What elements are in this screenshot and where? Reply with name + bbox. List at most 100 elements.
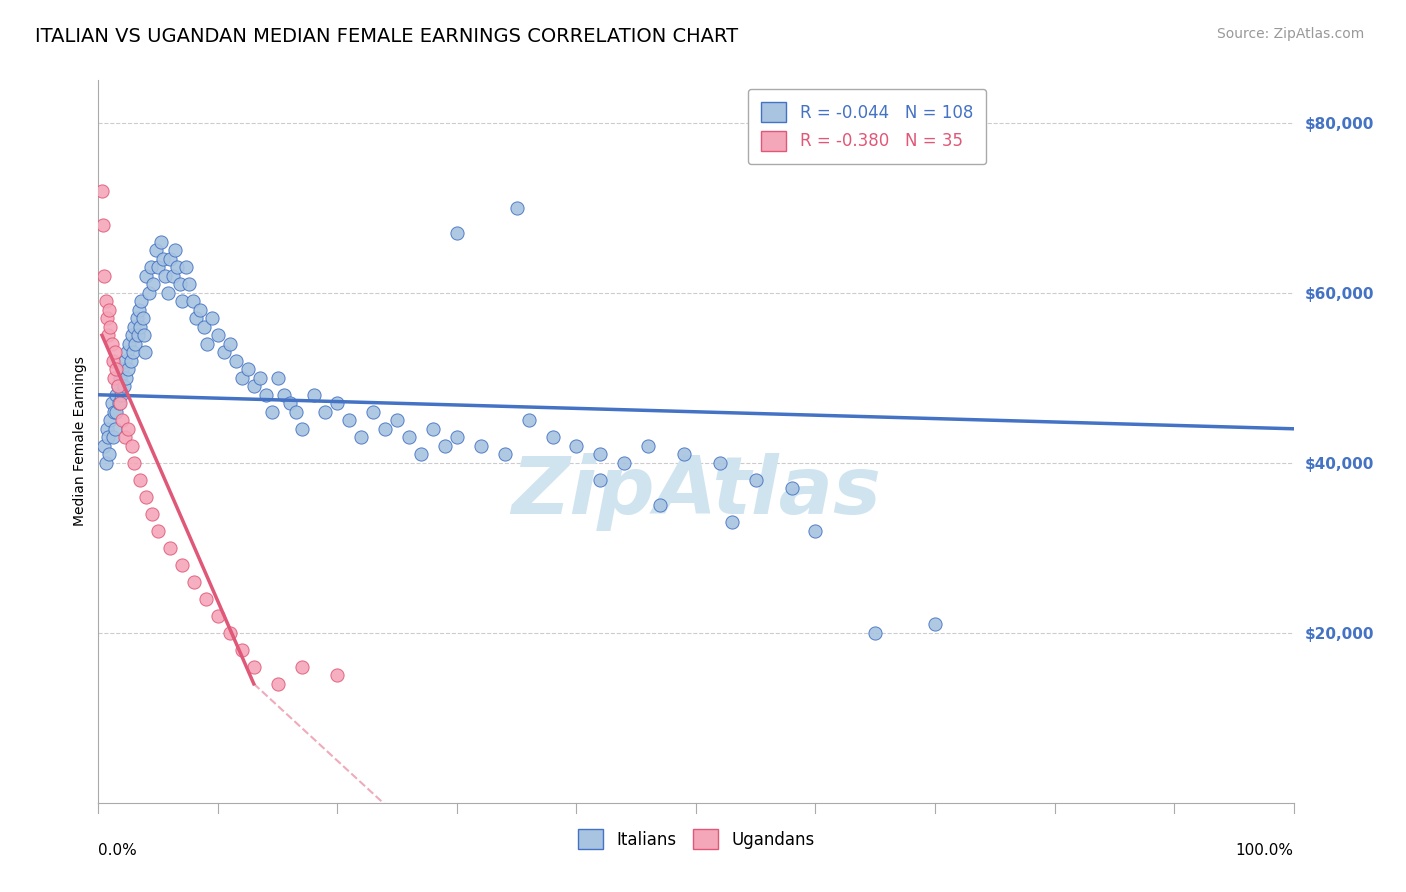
Point [155,268,177,283]
Point [108,371,131,385]
Point [101,353,124,368]
Point [181,294,204,309]
Point [105,388,128,402]
Point [156,285,179,300]
Point [111,413,134,427]
Point [243,379,266,393]
Point [98,413,122,427]
Point [96,422,118,436]
Point [172,294,194,309]
Point [98,302,121,317]
Point [219,625,242,640]
Point [174,260,197,275]
Point [139,260,162,275]
Point [446,430,468,444]
Point [273,388,295,402]
Point [339,413,361,427]
Point [127,328,149,343]
Point [129,319,152,334]
Point [125,311,148,326]
Point [195,591,218,606]
Point [114,353,136,368]
Point [93,439,115,453]
Point [709,456,731,470]
Point [131,311,153,326]
Point [172,558,194,572]
Point [804,524,827,538]
Text: ZipAtlas: ZipAtlas [510,453,882,531]
Point [91,184,114,198]
Point [637,439,659,453]
Point [166,260,188,275]
Point [260,405,283,419]
Point [207,328,229,343]
Point [745,473,768,487]
Point [225,353,247,368]
Point [107,379,129,393]
Point [118,336,141,351]
Point [494,447,516,461]
Point [115,371,138,385]
Point [91,218,114,232]
Point [363,405,385,419]
Point [506,201,529,215]
Point [152,252,174,266]
Point [103,405,125,419]
Point [94,294,117,309]
Point [98,319,122,334]
Point [517,413,540,427]
Point [302,388,325,402]
Point [110,388,132,402]
Point [104,422,127,436]
Point [117,362,139,376]
Point [326,668,349,682]
Point [159,252,181,266]
Point [135,490,157,504]
Point [162,268,184,283]
Point [673,447,696,461]
Y-axis label: Median Female Earnings: Median Female Earnings [73,357,87,526]
Point [159,541,181,555]
Point [780,481,803,495]
Point [114,430,136,444]
Point [121,328,143,343]
Point [865,625,887,640]
Point [422,422,444,436]
Point [565,439,588,453]
Point [141,507,163,521]
Point [212,345,235,359]
Point [107,396,129,410]
Point [243,660,266,674]
Point [219,336,242,351]
Point [385,413,409,427]
Point [267,677,290,691]
Point [122,345,145,359]
Point [291,660,314,674]
Point [195,336,218,351]
Point [107,379,129,393]
Point [169,277,191,292]
Point [138,285,160,300]
Point [105,362,128,376]
Point [284,405,307,419]
Point [231,371,253,385]
Point [124,319,146,334]
Point [104,345,127,359]
Point [350,430,373,444]
Point [135,268,157,283]
Point [93,268,115,283]
Point [132,328,155,343]
Point [108,396,131,410]
Point [128,302,150,317]
Point [236,362,259,376]
Point [111,362,134,376]
Point [188,302,211,317]
Point [249,371,271,385]
Point [648,498,672,512]
Point [186,311,208,326]
Point [94,456,117,470]
Point [470,439,492,453]
Text: 100.0%: 100.0% [1236,843,1294,857]
Point [124,456,146,470]
Point [374,422,396,436]
